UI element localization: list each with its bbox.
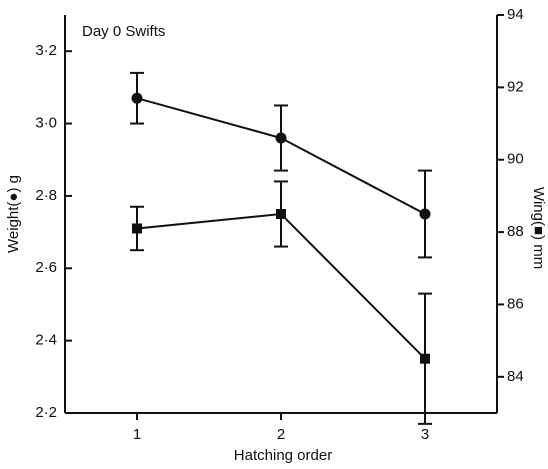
y2-tick-label: 86 [507,295,524,312]
marker [275,132,287,144]
y2-tick-label: 94 [507,6,524,23]
y-tick-label: 3·0 [35,115,57,132]
x-tick-label: 3 [421,426,429,443]
y-tick-label: 2·6 [35,259,57,276]
x-tick-label: 1 [133,426,141,443]
y-tick-label: 2·4 [35,332,57,349]
marker [131,92,143,104]
x-tick-label: 2 [277,426,285,443]
y2-tick-label: 84 [507,368,524,385]
y-tick-label: 2·2 [35,404,57,421]
marker [419,208,431,220]
y-tick-label: 2·8 [35,187,57,204]
marker [132,223,142,234]
chart-title: Day 0 Swifts [82,23,165,40]
y-tick-label: 3·2 [35,42,57,59]
y2-tick-label: 92 [507,78,524,95]
y-axis-label: Weight(●) g [5,175,22,253]
x-axis-label: Hatching order [234,447,332,464]
marker [420,353,430,364]
marker [276,209,286,219]
y2-tick-label: 90 [507,151,524,168]
y2-tick-label: 88 [507,223,524,240]
y2-axis-label: Wing(■) mm [530,187,547,269]
